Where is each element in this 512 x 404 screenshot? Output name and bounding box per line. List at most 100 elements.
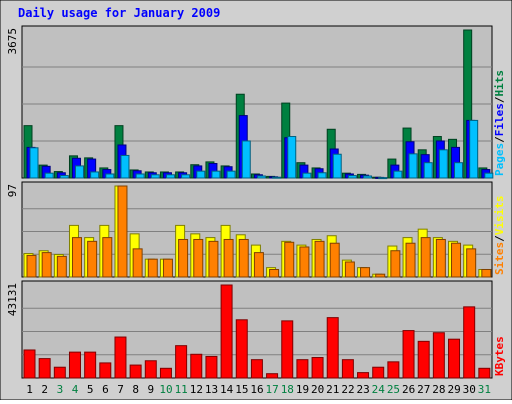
bar-visits-sites-day-24 xyxy=(375,273,386,278)
x-tick-label-day-30: 30 xyxy=(463,383,476,396)
bar-kbytes-kbytes-day-22 xyxy=(341,359,354,379)
bar-hits-pages-day-26 xyxy=(408,153,418,179)
legend-visits: Sites/Visits xyxy=(493,196,506,276)
x-tick-label-day-24: 24 xyxy=(372,383,386,396)
bar-visits-sites-day-17 xyxy=(269,268,280,278)
bar-visits-sites-day-12 xyxy=(193,238,204,278)
bar-hits-pages-day-31 xyxy=(484,172,494,179)
x-tick-label-day-21: 21 xyxy=(326,383,339,396)
bar-hits-pages-day-19 xyxy=(302,172,312,179)
bar-kbytes-kbytes-day-9 xyxy=(144,360,157,379)
bar-visits-sites-day-9 xyxy=(147,258,158,278)
x-tick-label-day-14: 14 xyxy=(220,383,234,396)
bar-hits-pages-day-10 xyxy=(165,174,175,179)
x-tick-label-day-23: 23 xyxy=(357,383,370,396)
bar-visits-sites-day-31 xyxy=(481,268,492,278)
bar-kbytes-kbytes-day-24 xyxy=(372,366,385,379)
bar-visits-sites-day-29 xyxy=(451,242,462,278)
bar-visits-sites-day-25 xyxy=(390,250,401,278)
legend-hits: Pages/Files/Hits xyxy=(493,70,506,176)
bar-kbytes-kbytes-day-19 xyxy=(296,359,309,379)
bar-hits-pages-day-18 xyxy=(287,136,297,179)
bar-hits-pages-day-21 xyxy=(332,153,342,179)
bar-kbytes-kbytes-day-21 xyxy=(326,317,339,379)
x-tick-label-day-27: 27 xyxy=(417,383,430,396)
bar-kbytes-kbytes-day-13 xyxy=(205,355,218,379)
bar-kbytes-kbytes-day-2 xyxy=(38,358,51,379)
legend-item-hits-4: Hits xyxy=(493,70,506,97)
panel-visits: 97 Sites/Visits xyxy=(6,181,506,278)
panel-kbytes: 43131 KBytes xyxy=(6,280,506,379)
bar-hits-pages-day-17 xyxy=(272,176,282,179)
x-tick-label-day-15: 15 xyxy=(235,383,248,396)
y-max-label-kbytes: 43131 xyxy=(6,283,19,316)
x-tick-label-day-25: 25 xyxy=(387,383,400,396)
bar-kbytes-kbytes-day-1 xyxy=(23,349,36,379)
bar-visits-sites-day-2 xyxy=(41,252,52,278)
bar-visits-sites-day-10 xyxy=(162,258,173,278)
bar-visits-sites-day-28 xyxy=(435,238,446,278)
bar-kbytes-kbytes-day-30 xyxy=(463,306,476,379)
bar-kbytes-kbytes-day-25 xyxy=(387,361,400,379)
bar-hits-pages-day-6 xyxy=(105,173,115,179)
bar-kbytes-kbytes-day-18 xyxy=(281,320,294,379)
bar-kbytes-kbytes-day-11 xyxy=(175,345,188,379)
bar-hits-pages-day-2 xyxy=(44,172,54,179)
bar-hits-pages-day-16 xyxy=(256,175,266,179)
bar-hits-pages-day-13 xyxy=(211,170,221,179)
x-tick-label-day-11: 11 xyxy=(175,383,188,396)
legend-item-hits-3: / xyxy=(493,96,506,103)
bar-hits-pages-day-9 xyxy=(150,174,160,179)
bar-visits-sites-day-22 xyxy=(344,261,355,278)
bar-hits-pages-day-4 xyxy=(74,165,84,179)
bar-hits-pages-day-24 xyxy=(378,177,388,180)
bar-kbytes-kbytes-day-17 xyxy=(266,373,279,379)
bar-visits-sites-day-3 xyxy=(56,255,67,278)
bar-kbytes-kbytes-day-14 xyxy=(220,284,233,379)
bar-hits-pages-day-25 xyxy=(393,170,403,179)
x-tick-label-day-20: 20 xyxy=(311,383,324,396)
bar-hits-pages-day-8 xyxy=(135,173,145,179)
x-tick-label-day-9: 9 xyxy=(148,383,155,396)
x-tick-label-day-5: 5 xyxy=(87,383,94,396)
bar-visits-sites-day-7 xyxy=(117,185,128,278)
bar-visits-sites-day-5 xyxy=(87,240,98,278)
bar-kbytes-kbytes-day-8 xyxy=(129,364,142,379)
bar-kbytes-kbytes-day-3 xyxy=(53,366,66,379)
legend-item-visits-0: Sites xyxy=(493,242,506,275)
bar-kbytes-kbytes-day-10 xyxy=(159,367,172,379)
y-max-label-hits: 3675 xyxy=(6,28,19,55)
bar-visits-sites-day-26 xyxy=(405,242,416,278)
bar-hits-pages-day-20 xyxy=(317,172,327,179)
bar-hits-pages-day-29 xyxy=(454,162,464,179)
x-tick-label-day-6: 6 xyxy=(102,383,109,396)
bar-visits-sites-day-18 xyxy=(284,241,295,278)
bar-kbytes-kbytes-day-28 xyxy=(432,332,445,379)
x-tick-label-day-22: 22 xyxy=(341,383,354,396)
x-tick-label-day-10: 10 xyxy=(159,383,172,396)
x-tick-label-day-19: 19 xyxy=(296,383,309,396)
legend-item-visits-1: / xyxy=(493,235,506,242)
bar-visits-sites-day-15 xyxy=(238,238,249,278)
x-tick-label-day-16: 16 xyxy=(250,383,263,396)
bar-hits-pages-day-22 xyxy=(347,175,357,179)
bar-kbytes-kbytes-day-12 xyxy=(190,353,203,379)
bar-hits-pages-day-28 xyxy=(438,149,448,179)
bar-kbytes-kbytes-day-29 xyxy=(448,338,461,379)
chart-title: Daily usage for January 2009 xyxy=(18,6,220,20)
legend-item-hits-0: Pages xyxy=(493,143,506,176)
bar-visits-sites-day-8 xyxy=(132,248,143,278)
bar-visits-sites-day-16 xyxy=(253,252,264,278)
bar-visits-sites-day-30 xyxy=(466,248,477,278)
bar-visits-sites-day-19 xyxy=(299,246,310,278)
bar-kbytes-kbytes-day-31 xyxy=(478,367,491,379)
bar-hits-pages-day-30 xyxy=(469,119,479,179)
bar-visits-sites-day-14 xyxy=(223,238,234,278)
x-tick-label-day-29: 29 xyxy=(447,383,460,396)
bar-kbytes-kbytes-day-20 xyxy=(311,357,324,379)
bar-visits-sites-day-21 xyxy=(329,242,340,278)
bar-hits-pages-day-11 xyxy=(181,174,191,179)
bar-kbytes-kbytes-day-5 xyxy=(84,351,97,379)
